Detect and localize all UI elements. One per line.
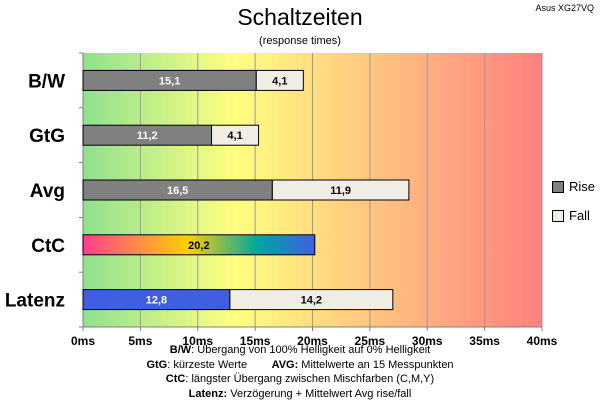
footnote-gtg-key: GtG (146, 358, 168, 371)
bar-label-rise: 20,2 (188, 240, 209, 252)
bar-label-rise: 15,1 (159, 75, 180, 87)
bar-label-fall: 14,2 (301, 295, 322, 307)
x-tick-label: 40ms (527, 334, 558, 348)
bar-label-rise: 16,5 (167, 185, 188, 197)
x-tick-label: 25ms (355, 334, 386, 348)
footnote-avg-text: Mittelwerte an 15 Messpunkten (298, 358, 454, 371)
bar-label-rise: 12,8 (146, 295, 167, 307)
legend-item-rise: Rise (552, 179, 595, 194)
category-label: CtC (31, 236, 65, 257)
legend-label-fall: Fall (569, 208, 590, 223)
x-tick-label: 5ms (128, 334, 152, 348)
x-tick-label: 0ms (71, 334, 95, 348)
footnote-ctc-text: : längster Übergang zwischen Mischfarben… (185, 373, 435, 385)
category-label: Avg (30, 181, 65, 202)
footnote-latenz: Latenz: Verzögerung + Mittelwert Avg ris… (0, 387, 600, 402)
bar-label-fall: 4,1 (227, 130, 242, 142)
footnote-gtg-text: : kürzeste Werte (167, 358, 248, 371)
legend-item-fall: Fall (552, 208, 595, 223)
legend-swatch-rise (552, 180, 564, 193)
category-label: Latenz (5, 291, 65, 312)
legend-label-rise: Rise (569, 179, 596, 194)
x-tick-label: 20ms (297, 334, 328, 348)
footnotes: B/W: Übergang von 100% Helligkeit auf 0%… (0, 343, 600, 401)
footnote-ctc-key: CtC (165, 373, 186, 385)
footnote-latenz-text: Verzögerung + Mittelwert Avg rise/fall (227, 387, 412, 400)
legend-swatch-fall (552, 209, 564, 222)
bar-fall-latenz (229, 289, 394, 311)
bar-label-fall: 4,1 (272, 75, 287, 87)
bar-label-fall: 11,9 (330, 185, 351, 197)
x-tick-label: 15ms (240, 334, 271, 348)
legend: Rise Fall (552, 179, 595, 237)
footnote-bw-key: B/W (169, 344, 192, 356)
monitor-model-label: Asus XG27VQ (535, 3, 594, 13)
bar-fall-gtg (211, 124, 260, 146)
chart-subtitle: (response times) (259, 35, 341, 47)
bar-rise-ctc (82, 234, 316, 256)
footnote-ctc: CtC: längster Übergang zwischen Mischfar… (0, 372, 600, 387)
footnote-gtg-avg: GtG: kürzeste Werte AVG: Mittelwerte an … (0, 358, 600, 373)
x-tick-label: 10ms (182, 334, 213, 348)
bar-fall-bw (255, 69, 304, 91)
bar-label-rise: 11,2 (137, 130, 158, 142)
footnote-bw-text: : Übergang von 100% Helligkeit auf 0% He… (191, 344, 431, 356)
x-tick-label: 30ms (412, 334, 443, 348)
footnote-bw: B/W: Übergang von 100% Helligkeit auf 0%… (0, 343, 600, 358)
category-label: B/W (28, 71, 65, 92)
chart-title: Schaltzeiten (237, 4, 363, 30)
category-label: GtG (29, 126, 65, 147)
footnote-avg-key: AVG: (271, 358, 299, 371)
x-tick-label: 35ms (469, 334, 500, 348)
footnote-latenz-key: Latenz: (188, 387, 228, 400)
bar-fall-avg (271, 179, 410, 201)
